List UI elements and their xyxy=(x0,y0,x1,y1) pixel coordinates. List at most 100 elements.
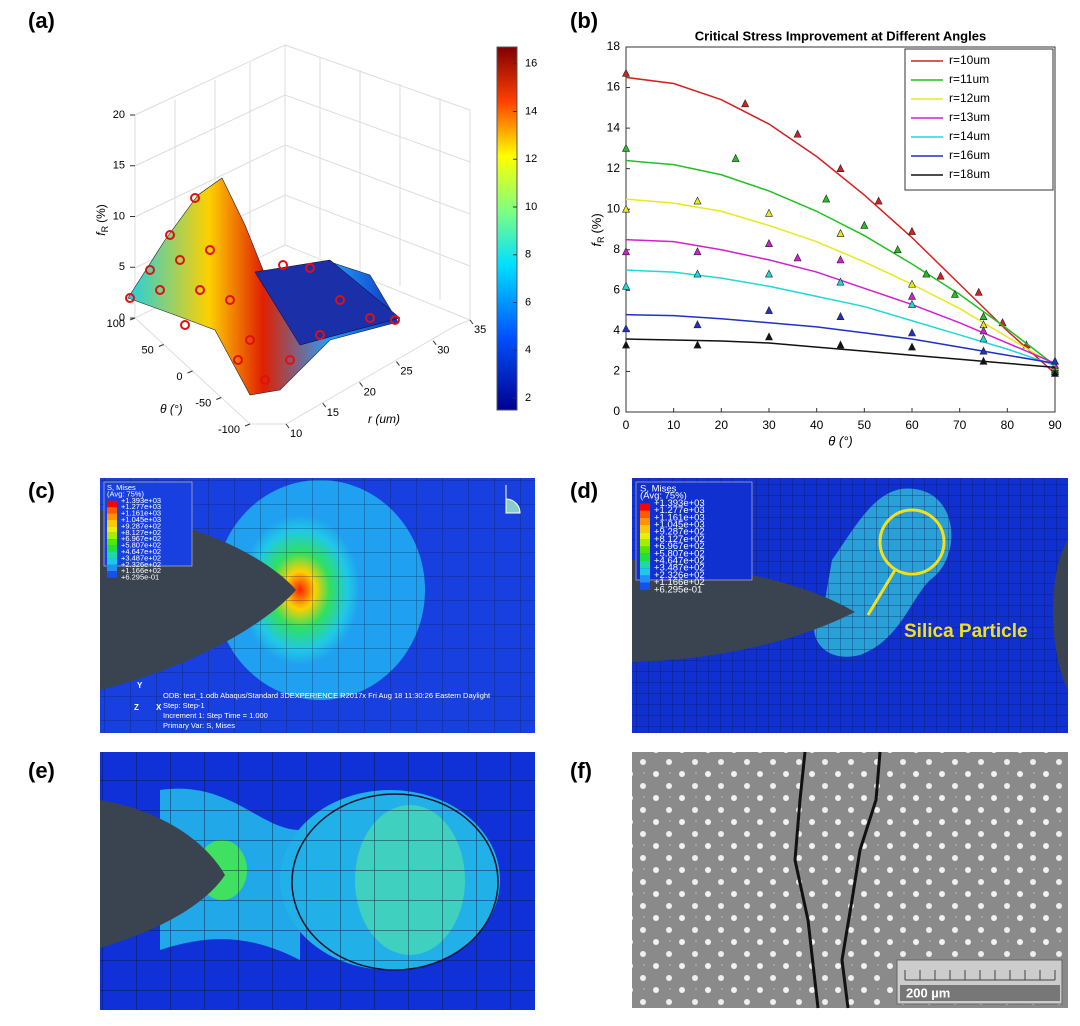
data-marker xyxy=(908,328,916,337)
footer-line: Step: Step-1 xyxy=(163,701,205,710)
y-axis-main: f xyxy=(589,242,604,247)
legend-value: +1.277e+03 xyxy=(654,505,705,516)
panel-label: (d) xyxy=(570,478,598,503)
panel-a-surface xyxy=(125,177,401,396)
panel-label: (a) xyxy=(28,8,55,33)
colorbar-tick-label: 12 xyxy=(525,153,537,165)
legend-value: +1.166e+02 xyxy=(654,577,705,588)
data-marker xyxy=(979,334,988,343)
legend-value: +4.647e+02 xyxy=(121,547,161,556)
data-marker xyxy=(765,332,773,341)
data-marker xyxy=(836,277,845,286)
y-tick-label: 4 xyxy=(613,323,620,337)
legend-value: +5.807e+02 xyxy=(121,541,161,550)
theta-tick-label: 0 xyxy=(176,371,182,383)
r-tick-label: 15 xyxy=(327,407,339,419)
x-tick-label: 20 xyxy=(715,418,729,432)
legend-band xyxy=(107,558,117,565)
legend-title: S, Mises xyxy=(640,484,677,495)
r-tick-label: 25 xyxy=(400,366,412,378)
y-tick-label: 12 xyxy=(607,161,621,175)
legend-avg: (Avg: 75%) xyxy=(107,489,144,498)
data-marker xyxy=(622,281,630,290)
legend-band xyxy=(107,571,117,578)
legend-value: +1.161e+03 xyxy=(121,509,161,518)
scale-bar-label: 200 µm xyxy=(906,985,950,1000)
legend-value: +2.326e+02 xyxy=(121,560,161,569)
r-tick-label: 20 xyxy=(364,386,376,398)
theta-tick-label: 50 xyxy=(142,344,154,356)
z-tick-label: 0 xyxy=(119,312,125,324)
data-marker xyxy=(836,163,845,172)
legend-value: +1.161e+03 xyxy=(654,512,705,523)
y-tick-label: 6 xyxy=(613,283,620,297)
legend-label: r=10um xyxy=(949,53,990,67)
panel-label: (e) xyxy=(28,758,55,783)
theta-tick xyxy=(244,423,251,427)
y-axis-sub: R xyxy=(596,236,606,243)
legend-value: +5.807e+02 xyxy=(654,548,705,559)
legend-band xyxy=(107,500,117,508)
legend-band xyxy=(107,526,117,533)
legend-label: r=16um xyxy=(949,148,990,162)
legend-value: +3.487e+02 xyxy=(654,563,705,574)
legend-value: +6.295e-01 xyxy=(654,584,702,595)
data-marker xyxy=(622,324,630,333)
panel-label: (b) xyxy=(570,8,598,33)
data-marker xyxy=(979,312,988,320)
r-axis-label: r (um) xyxy=(368,412,400,426)
legend-avg: (Avg: 75%) xyxy=(640,491,687,502)
legend-band xyxy=(640,510,650,518)
legend-band xyxy=(107,507,117,514)
panel-d-image xyxy=(632,478,1068,733)
data-marker xyxy=(979,326,988,335)
y-tick-label: 10 xyxy=(607,201,621,215)
legend-value: +9.287e+02 xyxy=(654,527,705,538)
data-marker xyxy=(793,129,802,138)
data-marker xyxy=(622,247,630,256)
data-marker xyxy=(622,204,630,213)
data-marker xyxy=(693,196,702,205)
x-tick-label: 40 xyxy=(810,418,824,432)
colorbar-tick-label: 8 xyxy=(525,249,531,261)
panel-label: (f) xyxy=(570,758,592,783)
colorbar-tick-label: 16 xyxy=(525,58,537,70)
data-marker xyxy=(860,220,869,229)
theta-tick xyxy=(158,344,164,347)
legend-band xyxy=(107,532,117,540)
data-marker xyxy=(874,196,883,205)
r-tick xyxy=(359,382,364,387)
y-tick-label: 18 xyxy=(607,39,621,53)
data-marker xyxy=(936,271,945,280)
data-marker xyxy=(793,253,802,262)
y-tick-label: 2 xyxy=(613,364,620,378)
x-tick-label: 50 xyxy=(858,418,872,432)
footer-line: ODB: test_1.odb Abaqus/Standard 3DEXPERI… xyxy=(163,691,491,700)
z-label-unit: (%) xyxy=(94,204,108,223)
legend-band xyxy=(107,520,117,527)
z-axis-label: fR (%) xyxy=(94,204,110,236)
fit-line xyxy=(625,159,1056,366)
theta-tick xyxy=(187,370,193,374)
legend-value: +4.647e+02 xyxy=(654,556,705,567)
data-marker xyxy=(741,99,750,108)
legend-label: r=18um xyxy=(949,167,990,181)
legend-band xyxy=(107,552,117,559)
x-tick-label: 80 xyxy=(1001,418,1015,432)
data-marker xyxy=(950,289,959,298)
theta-tick xyxy=(129,317,136,321)
colorbar-tick-label: 10 xyxy=(525,201,537,213)
colorbar-tick-label: 4 xyxy=(525,344,531,356)
x-axis-label: θ (°) xyxy=(828,433,853,448)
data-marker xyxy=(765,208,773,217)
legend-band xyxy=(107,513,117,520)
legend-value: +1.045e+03 xyxy=(654,520,705,531)
z-tick-label: 15 xyxy=(113,160,125,172)
triad-label: Y xyxy=(137,681,143,690)
theta-tick xyxy=(216,397,222,400)
legend-value: +9.287e+02 xyxy=(121,521,161,530)
legend-value: +1.393e+03 xyxy=(654,498,705,509)
r-tick xyxy=(322,402,327,408)
data-marker xyxy=(836,312,845,320)
legend-value: +8.127e+02 xyxy=(121,528,161,537)
